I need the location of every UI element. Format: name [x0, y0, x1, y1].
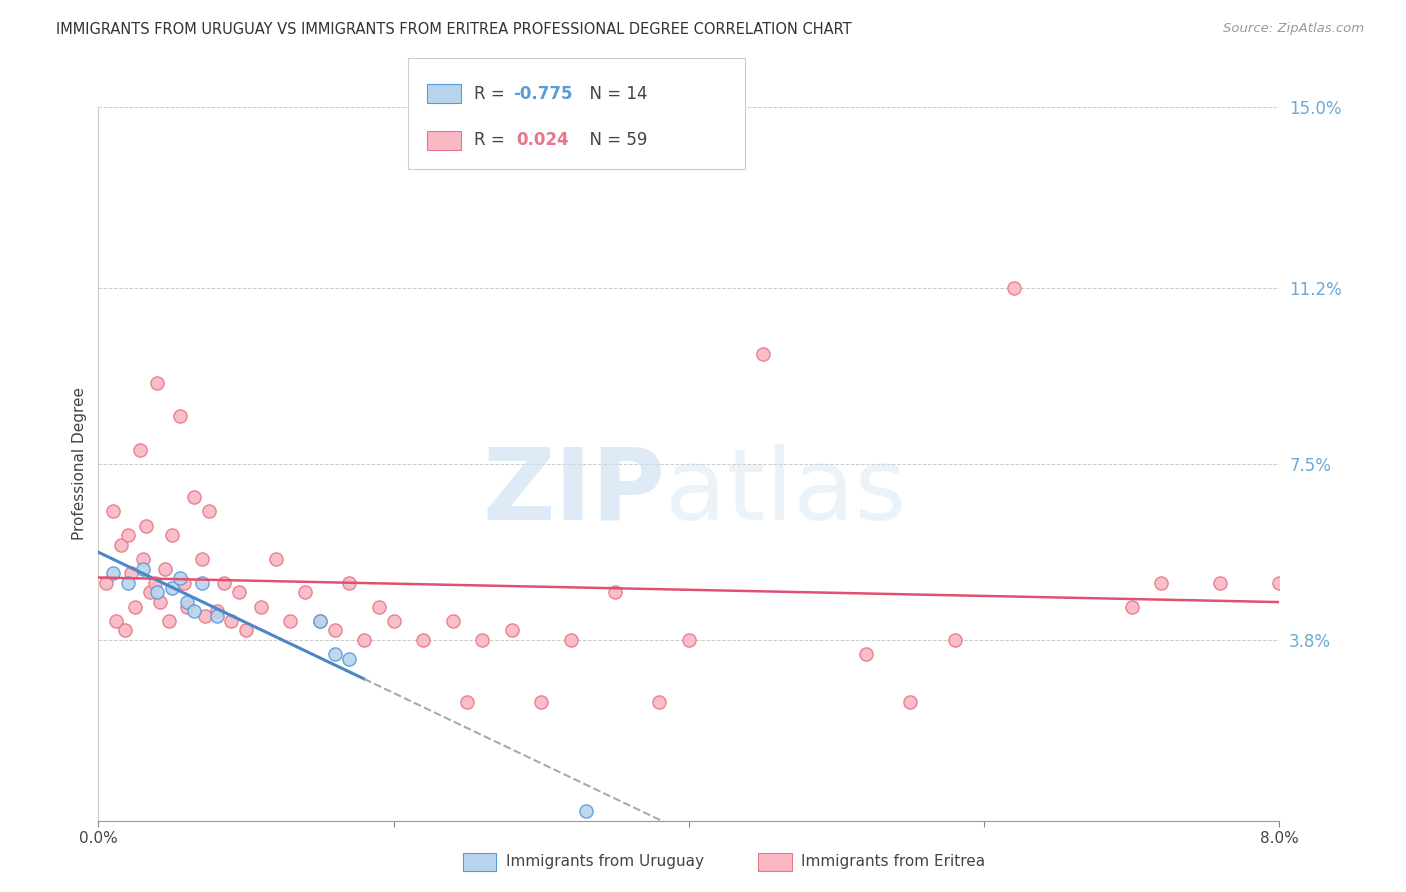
- Text: N = 59: N = 59: [579, 131, 648, 149]
- Text: R =: R =: [474, 131, 515, 149]
- Point: [198, 504, 221, 518]
- Point: [128, 442, 150, 457]
- Point: [501, 624, 523, 638]
- Point: [367, 599, 389, 614]
- Point: [132, 552, 155, 566]
- Point: [110, 538, 132, 552]
- Point: [124, 599, 146, 614]
- Point: [162, 528, 183, 542]
- Point: [114, 624, 136, 638]
- Point: [308, 614, 332, 628]
- Point: [146, 585, 169, 599]
- Point: [162, 581, 183, 595]
- Point: [212, 575, 235, 590]
- Point: [103, 566, 125, 581]
- Point: [183, 490, 205, 504]
- Text: Source: ZipAtlas.com: Source: ZipAtlas.com: [1223, 22, 1364, 36]
- Point: [219, 614, 242, 628]
- Point: [135, 518, 157, 533]
- Point: [471, 632, 494, 647]
- Point: [308, 614, 332, 628]
- Point: [278, 614, 302, 628]
- Point: [900, 695, 922, 709]
- Point: [176, 595, 198, 609]
- Point: [1150, 575, 1173, 590]
- Point: [560, 632, 582, 647]
- Point: [264, 552, 287, 566]
- Text: Immigrants from Eritrea: Immigrants from Eritrea: [801, 855, 986, 869]
- Point: [678, 632, 700, 647]
- Point: [353, 632, 375, 647]
- Point: [149, 595, 172, 609]
- Text: -0.775: -0.775: [513, 85, 572, 103]
- Text: Immigrants from Uruguay: Immigrants from Uruguay: [506, 855, 704, 869]
- Text: ZIP: ZIP: [482, 444, 665, 541]
- Point: [157, 614, 180, 628]
- Point: [1209, 575, 1232, 590]
- Point: [574, 804, 596, 818]
- Point: [183, 604, 205, 618]
- Point: [412, 632, 434, 647]
- Text: IMMIGRANTS FROM URUGUAY VS IMMIGRANTS FROM ERITREA PROFESSIONAL DEGREE CORRELATI: IMMIGRANTS FROM URUGUAY VS IMMIGRANTS FR…: [56, 22, 852, 37]
- Point: [441, 614, 464, 628]
- Point: [751, 347, 773, 361]
- Point: [250, 599, 273, 614]
- Point: [146, 376, 169, 390]
- Point: [191, 575, 214, 590]
- Y-axis label: Professional Degree: Professional Degree: [72, 387, 87, 541]
- Point: [103, 504, 125, 518]
- Point: [855, 647, 877, 661]
- Point: [176, 599, 198, 614]
- Point: [235, 624, 257, 638]
- Point: [169, 571, 191, 585]
- Text: N = 14: N = 14: [579, 85, 648, 103]
- Point: [205, 609, 228, 624]
- Point: [1121, 599, 1143, 614]
- Point: [456, 695, 478, 709]
- Point: [228, 585, 250, 599]
- Point: [337, 652, 360, 666]
- Point: [143, 575, 166, 590]
- Point: [132, 561, 155, 575]
- Point: [117, 575, 139, 590]
- Point: [382, 614, 405, 628]
- Point: [117, 528, 139, 542]
- Point: [323, 647, 346, 661]
- Point: [194, 609, 217, 624]
- Point: [153, 561, 176, 575]
- Point: [530, 695, 553, 709]
- Point: [139, 585, 162, 599]
- Point: [1002, 281, 1025, 295]
- Point: [605, 585, 627, 599]
- Text: 0.024: 0.024: [516, 131, 568, 149]
- Point: [337, 575, 360, 590]
- Point: [648, 695, 671, 709]
- Point: [120, 566, 142, 581]
- Point: [94, 575, 117, 590]
- Text: atlas: atlas: [665, 444, 907, 541]
- Text: R =: R =: [474, 85, 510, 103]
- Point: [294, 585, 316, 599]
- Point: [1268, 575, 1291, 590]
- Point: [205, 604, 228, 618]
- Point: [191, 552, 214, 566]
- Point: [323, 624, 346, 638]
- Point: [173, 575, 195, 590]
- Point: [943, 632, 966, 647]
- Point: [169, 409, 191, 424]
- Point: [105, 614, 128, 628]
